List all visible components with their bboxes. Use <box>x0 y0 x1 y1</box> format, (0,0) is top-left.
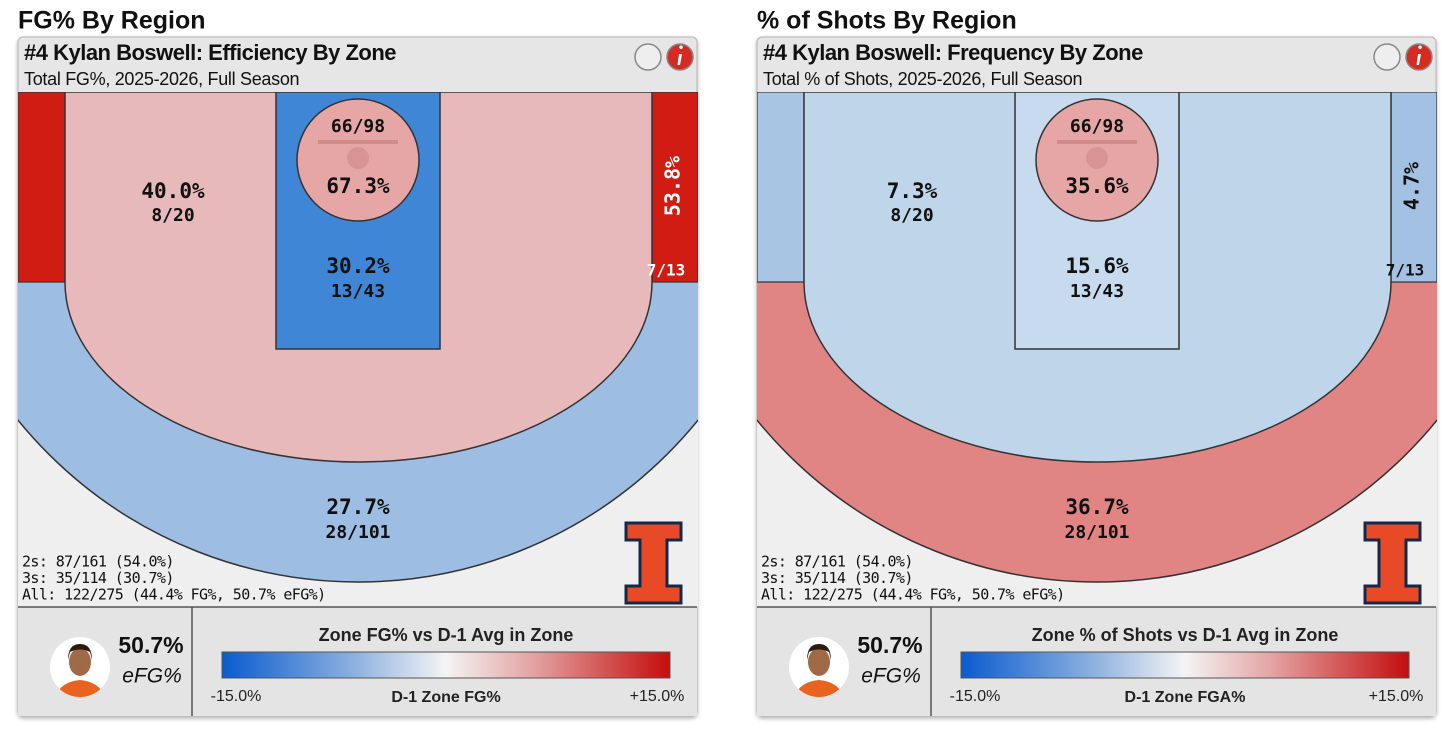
hair <box>807 644 831 660</box>
panel: % of Shots By Region #4 Kylan Boswell: Fr… <box>756 7 1437 717</box>
paint-pct: 30.2% <box>326 254 390 278</box>
team-logo <box>1363 521 1422 605</box>
face <box>69 648 91 676</box>
card-title: #4 Kylan Boswell: Efficiency By Zone <box>24 40 396 65</box>
hoop <box>1086 147 1108 169</box>
panel-heading: FG% By Region <box>18 7 206 35</box>
panel: FG% By Region #4 Kylan Boswell: Efficienc… <box>17 7 698 717</box>
player-photo <box>50 637 110 697</box>
paint-count: 13/43 <box>1070 281 1124 302</box>
above-break-pct: 36.7% <box>1065 495 1129 519</box>
paint-pct: 15.6% <box>1065 254 1129 278</box>
efg-value: 50.7% <box>118 632 183 658</box>
legend-max: +15.0% <box>1369 688 1424 705</box>
rim-pct: 67.3% <box>326 174 390 198</box>
hair <box>68 644 92 660</box>
midrange-count: 8/20 <box>151 205 194 226</box>
legend-min: -15.0% <box>950 688 1001 705</box>
stat-line: 3s: 35/114 (30.7%) <box>22 569 174 587</box>
zone-corner-three-left <box>18 92 66 283</box>
zone-corner-three-left <box>757 92 805 283</box>
info-icon <box>677 45 683 65</box>
legend-gradient <box>960 651 1410 679</box>
toggle-button[interactable] <box>634 43 662 71</box>
stat-line: All: 122/275 (44.4% FG%, 50.7% eFG%) <box>22 586 326 604</box>
corner-three-pct: 53.8% <box>661 156 685 216</box>
rim-count: 66/98 <box>1070 116 1124 137</box>
zone-corner-three-right <box>651 92 698 283</box>
card-subtitle: Total % of Shots, 2025-2026, Full Season <box>763 69 1082 89</box>
team-logo <box>624 521 683 605</box>
corner-three-count: 7/13 <box>1386 261 1425 280</box>
player-photo <box>789 637 849 697</box>
hoop <box>347 147 369 169</box>
above-break-count: 28/101 <box>1064 522 1129 543</box>
legend-max: +15.0% <box>630 688 685 705</box>
card-subtitle: Total FG%, 2025-2026, Full Season <box>24 69 299 89</box>
info-icon <box>1416 45 1422 65</box>
court <box>757 92 1437 607</box>
paint-count: 13/43 <box>331 281 385 302</box>
efg-label: eFG% <box>861 665 921 688</box>
rim-count: 66/98 <box>331 116 385 137</box>
legend-title: Zone % of Shots vs D-1 Avg in Zone <box>1032 625 1339 645</box>
panel-heading: % of Shots By Region <box>757 7 1017 35</box>
efg-value: 50.7% <box>857 632 922 658</box>
corner-three-count: 7/13 <box>647 261 686 280</box>
midrange-pct: 7.3% <box>887 179 938 203</box>
card-title: #4 Kylan Boswell: Frequency By Zone <box>763 40 1143 65</box>
stat-line: 2s: 87/161 (54.0%) <box>761 553 913 571</box>
court <box>18 92 698 607</box>
legend-mid: D-1 Zone FG% <box>391 689 500 706</box>
efg-label: eFG% <box>122 665 182 688</box>
stat-line: All: 122/275 (44.4% FG%, 50.7% eFG%) <box>761 586 1065 604</box>
legend-title: Zone FG% vs D-1 Avg in Zone <box>319 625 574 645</box>
legend-gradient <box>221 651 671 679</box>
above-break-pct: 27.7% <box>326 495 390 519</box>
rim-pct: 35.6% <box>1065 174 1129 198</box>
midrange-pct: 40.0% <box>141 179 205 203</box>
legend-mid: D-1 Zone FGA% <box>1125 689 1246 706</box>
face <box>808 648 830 676</box>
legend-min: -15.0% <box>211 688 262 705</box>
toggle-button[interactable] <box>1373 43 1401 71</box>
corner-three-pct: 4.7% <box>1400 162 1424 210</box>
midrange-count: 8/20 <box>890 205 933 226</box>
above-break-count: 28/101 <box>325 522 390 543</box>
stat-line: 3s: 35/114 (30.7%) <box>761 569 913 587</box>
stat-line: 2s: 87/161 (54.0%) <box>22 553 174 571</box>
